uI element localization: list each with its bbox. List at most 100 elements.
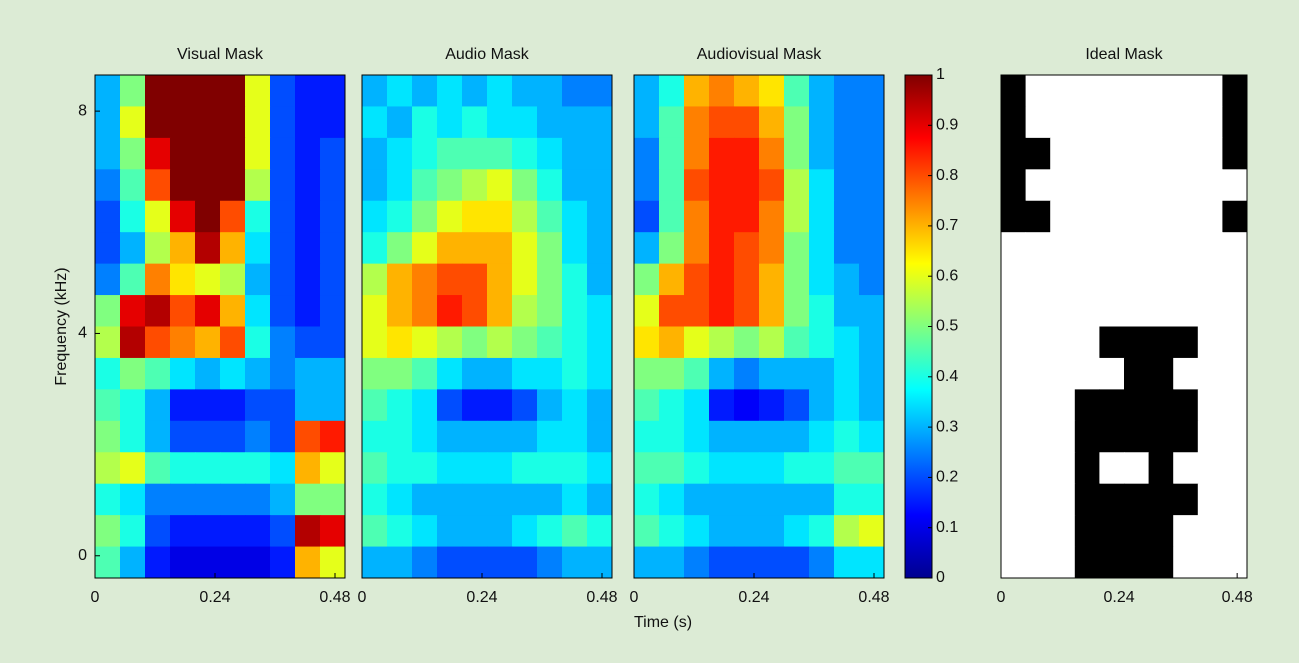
heat-cell — [95, 106, 121, 139]
heat-cell — [1050, 357, 1076, 390]
heat-cell — [195, 326, 221, 359]
heat-cell — [270, 483, 296, 516]
heat-cell — [1197, 420, 1223, 453]
heat-cell — [145, 546, 171, 579]
heat-cell — [1124, 263, 1150, 296]
heat-cell — [195, 169, 221, 202]
heat-cell — [270, 452, 296, 485]
heat-cell — [120, 232, 146, 265]
heat-cell — [1148, 263, 1174, 296]
colorbar-tick-label: 0.8 — [936, 167, 958, 184]
heat-cell — [1148, 420, 1174, 453]
heat-cell — [362, 389, 388, 422]
x-tick-label: 0.24 — [199, 589, 230, 606]
heat-cell — [834, 263, 860, 296]
heat-cell — [295, 169, 321, 202]
heat-cell — [537, 137, 563, 170]
heat-cell — [859, 420, 885, 453]
heat-cell — [487, 263, 513, 296]
heat-cell — [709, 452, 735, 485]
heat-cell — [320, 106, 346, 139]
heat-cell — [634, 420, 660, 453]
heat-cell — [245, 106, 271, 139]
heat-cell — [195, 263, 221, 296]
heat-cell — [537, 295, 563, 327]
heat-cell — [412, 515, 438, 548]
heat-cell — [462, 169, 488, 202]
heat-cell — [1025, 232, 1051, 265]
heat-cell — [437, 546, 463, 579]
heat-cell — [1124, 106, 1150, 139]
heat-cell — [245, 137, 271, 170]
heat-cell — [387, 75, 413, 107]
heat-cell — [634, 546, 660, 579]
heat-cell — [784, 546, 810, 579]
heat-cell — [734, 515, 760, 548]
heat-cell — [1025, 200, 1051, 233]
heat-cell — [195, 75, 221, 107]
heat-cell — [859, 326, 885, 359]
heat-cell — [462, 420, 488, 453]
heat-cell — [195, 295, 221, 327]
heat-cell — [659, 483, 685, 516]
heat-cell — [120, 200, 146, 233]
heat-cell — [170, 546, 196, 579]
heat-cell — [1001, 295, 1027, 327]
heat-cell — [1124, 546, 1150, 579]
heat-cell — [537, 169, 563, 202]
heat-cell — [1173, 295, 1199, 327]
x-axis-label: Time (s) — [634, 614, 692, 631]
heat-cell — [1074, 232, 1100, 265]
heat-cell — [859, 357, 885, 390]
heat-cell — [1124, 232, 1150, 265]
heat-cell — [784, 515, 810, 548]
heat-cell — [170, 169, 196, 202]
heat-cell — [437, 295, 463, 327]
heat-cell — [1197, 232, 1223, 265]
heat-cell — [1222, 452, 1248, 485]
heat-cell — [859, 106, 885, 139]
heat-cell — [270, 515, 296, 548]
heat-cell — [412, 483, 438, 516]
heat-cell — [537, 75, 563, 107]
heat-cell — [634, 169, 660, 202]
heat-cell — [1197, 75, 1223, 107]
heat-cell — [437, 389, 463, 422]
heat-cell — [170, 232, 196, 265]
heat-cell — [295, 232, 321, 265]
heat-cell — [245, 546, 271, 579]
heat-cell — [587, 389, 613, 422]
heat-cell — [834, 326, 860, 359]
heat-cell — [95, 357, 121, 390]
heat-cell — [1074, 326, 1100, 359]
heat-cell — [1222, 295, 1248, 327]
heat-cell — [1173, 483, 1199, 516]
heat-cell — [684, 452, 710, 485]
heat-cell — [709, 483, 735, 516]
heat-cell — [734, 232, 760, 265]
heat-cell — [487, 137, 513, 170]
heat-cell — [1099, 546, 1125, 579]
heat-cell — [362, 452, 388, 485]
heat-cell — [387, 357, 413, 390]
heat-cell — [1148, 483, 1174, 516]
heat-cell — [487, 295, 513, 327]
heat-cell — [1148, 295, 1174, 327]
heat-cell — [834, 546, 860, 579]
heat-cell — [1025, 137, 1051, 170]
heat-cell — [562, 515, 588, 548]
heat-cell — [537, 326, 563, 359]
heat-cell — [1173, 200, 1199, 233]
heat-cell — [659, 200, 685, 233]
heat-cell — [437, 137, 463, 170]
heat-cell — [1148, 452, 1174, 485]
heat-cell — [320, 137, 346, 170]
heat-cell — [95, 452, 121, 485]
heat-cell — [709, 357, 735, 390]
heat-cell — [659, 515, 685, 548]
heat-cell — [1025, 452, 1051, 485]
heat-cell — [1197, 137, 1223, 170]
heat-cell — [859, 295, 885, 327]
heat-cell — [295, 326, 321, 359]
heat-cell — [320, 263, 346, 296]
